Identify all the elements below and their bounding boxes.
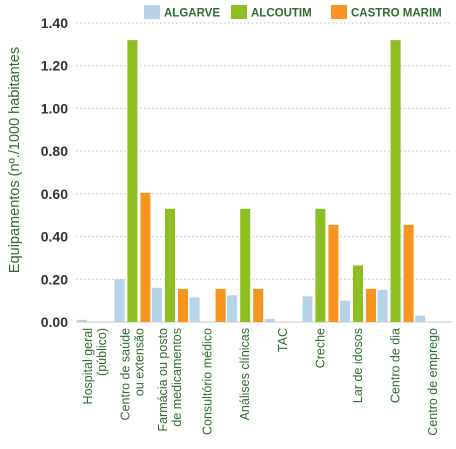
bar-alcoutim: [240, 208, 251, 322]
y-tick-label: 0.40: [41, 229, 68, 245]
bar-castro-marim: [178, 288, 188, 322]
x-category-label: Lar de idosos: [351, 328, 365, 403]
bar-alcoutim: [127, 40, 138, 322]
bar-algarve: [340, 300, 350, 322]
grid-lines: [76, 22, 452, 280]
bar-alcoutim: [165, 208, 175, 322]
bar-algarve: [302, 296, 313, 322]
bar-algarve: [415, 315, 426, 322]
y-tick-label: 0.00: [41, 314, 68, 330]
bar-algarve: [114, 279, 125, 322]
bar-algarve: [227, 295, 238, 322]
bar-castro-marim: [140, 192, 151, 322]
y-tick-label: 1.20: [41, 58, 68, 74]
legend-label: ALCOUTIM: [251, 8, 312, 20]
bar-algarve: [189, 297, 200, 322]
x-category-label: Centro de saúde: [118, 328, 132, 420]
bar-castro-marim: [253, 288, 264, 322]
legend-swatch: [331, 5, 347, 19]
y-tick-label: 1.40: [41, 15, 68, 31]
x-category-label: (público): [95, 328, 109, 376]
axis-labels: 0.00 0.20 0.40 0.60 0.80 1.00 1.20 1.40 Hospital…: [41, 15, 440, 436]
y-axis-title: Equipamentos (nº./1000 habitantes: [7, 47, 23, 273]
bar-alcoutim: [315, 208, 326, 322]
bar-castro-marim: [215, 288, 226, 322]
y-tick-label: 0.20: [41, 271, 68, 287]
legend-label: ALGARVE: [164, 8, 220, 20]
legend-swatch: [231, 5, 247, 19]
x-category-label: Centro de emprego: [426, 328, 440, 436]
x-category-label: Centro de dia: [389, 328, 403, 403]
bar-algarve: [264, 318, 275, 322]
bar-algarve: [377, 289, 388, 322]
legend-label: CASTRO MARIM: [351, 8, 442, 20]
bars: [76, 40, 426, 322]
bar-castro-marim: [403, 224, 414, 322]
legend: ALGARVE ALCOUTIM CASTRO MARIM: [144, 5, 442, 20]
legend-swatch: [144, 5, 160, 19]
x-category-label: Creche: [313, 328, 327, 368]
x-category-label: ou extensão: [132, 328, 146, 396]
x-category-label: TAC: [276, 328, 290, 352]
bar-algarve: [152, 287, 162, 322]
x-category-label: Hospital geral: [81, 328, 95, 404]
y-tick-label: 0.60: [41, 186, 68, 202]
x-category-label: Consultório médico: [201, 328, 215, 435]
y-tick-label: 1.00: [41, 100, 68, 116]
bar-castro-marim: [328, 224, 339, 322]
bar-alcoutim: [353, 265, 363, 322]
bar-algarve: [76, 319, 87, 322]
bar-castro-marim: [366, 288, 376, 322]
x-category-label: de medicamentos: [170, 328, 184, 427]
y-tick-label: 0.80: [41, 143, 68, 159]
x-category-label: Análises clínicas: [238, 328, 252, 420]
bar-alcoutim: [390, 40, 401, 322]
x-category-label: Farmácia ou posto: [156, 328, 170, 432]
